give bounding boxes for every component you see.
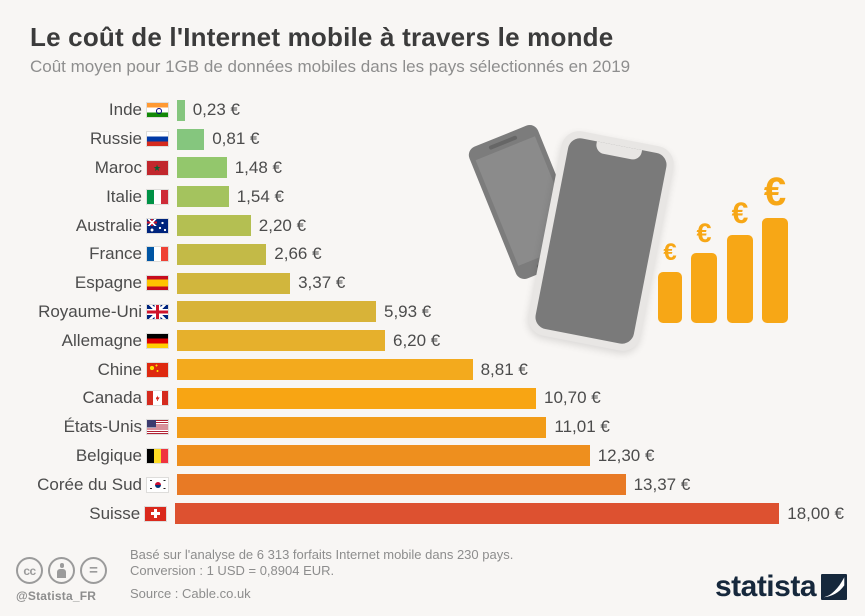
country-label: Belgique [75,445,142,465]
cc-icon: cc [16,557,43,584]
country-label: Maroc [94,157,142,177]
country-label: États-Unis [63,417,142,437]
country-label: Inde [108,100,142,120]
statista-mark-icon [821,574,847,600]
flag-icon-de [147,333,168,348]
license-icons: cc = [16,557,120,584]
bar-row: France 2,66 € [24,240,844,269]
country-label: Italie [106,186,142,206]
bar-row: Suisse 18,00 € [24,499,844,528]
value-label: 3,37 € [298,273,346,293]
note-line-1: Basé sur l'analyse de 6 313 forfaits Int… [130,547,514,562]
value-label: 0,81 € [212,129,260,149]
bar-row: Canada 10,70 € [24,384,844,413]
value-label: 1,48 € [234,157,282,177]
bar [177,243,267,265]
country-label: France [89,244,142,264]
bar [177,128,205,150]
bar [177,272,291,294]
value-label: 12,30 € [597,445,655,465]
flag-icon-ca [147,391,168,406]
bar-row: Russie 0,81 € [24,125,844,154]
flag-icon-be [147,448,168,463]
bar [175,503,780,525]
country-label: Corée du Sud [37,474,142,494]
bar [177,99,185,121]
bar [177,445,590,467]
value-label: 0,23 € [192,100,240,120]
statista-wordmark: statista [714,570,817,603]
country-label: Allemagne [61,330,142,350]
value-label: 13,37 € [633,474,691,494]
value-label: 2,66 € [274,244,322,264]
bar-row: Chine 8,81 € [24,355,844,384]
country-label: Australie [75,215,142,235]
note-line-2: Conversion : 1 USD = 0,8904 EUR. [130,563,335,578]
value-label: 6,20 € [393,330,441,350]
flag-icon-it [147,189,168,204]
value-label: 2,20 € [258,215,307,235]
source-note: Source : Cable.co.uk [130,586,251,601]
license-block: cc = @Statista_FR [16,557,120,603]
flag-icon-ch [145,506,167,521]
page-title: Le coût de l'Internet mobile à travers l… [30,22,614,52]
flag-icon-fr [147,247,168,262]
page-subtitle: Coût moyen pour 1GB de données mobiles d… [30,57,631,76]
country-label: Suisse [89,503,141,523]
bar [177,387,536,409]
twitter-handle: @Statista_FR [16,589,97,603]
bar [177,474,626,496]
bar [177,215,251,237]
bar [177,359,473,381]
bar-row: Espagne 3,37 € [24,269,844,298]
footer-notes: Basé sur l'analyse de 6 313 forfaits Int… [130,547,513,602]
value-label: 1,54 € [236,186,284,206]
country-label: Royaume-Uni [38,301,142,321]
country-label: Chine [97,359,142,379]
flag-icon-in [147,103,168,118]
value-label: 18,00 € [787,503,844,523]
bar-row: États-Unis 11,01 € [24,413,844,442]
bar-row: Inde 0,23 € [24,96,844,125]
bar-row: Royaume-Uni 5,93 € [24,298,844,327]
bar-row: Allemagne 6,20 € [24,326,844,355]
bar-row: Belgique 12,30 € [24,442,844,471]
flag-icon-au [147,218,168,233]
value-label: 10,70 € [544,388,601,408]
flag-icon-ma [147,160,168,175]
statista-logo: statista [715,570,847,604]
country-label: Canada [82,388,142,408]
value-label: 11,01 € [554,417,610,437]
attribution-icon [48,557,75,584]
flag-icon-us [147,420,168,435]
bar [177,416,547,438]
flag-icon-es [147,276,168,291]
bar [177,157,227,179]
flag-icon-kr [147,477,168,492]
person-icon [57,563,67,578]
country-label: Espagne [74,273,142,293]
bar-row: Maroc 1,48 € [24,154,844,183]
bar [177,186,229,208]
bar-row: Corée du Sud 13,37 € [24,470,844,499]
country-label: Russie [90,129,142,149]
flag-icon-ru [147,132,168,147]
flag-icon-gb [147,304,168,319]
bar-row: Italie 1,54 € [24,182,844,211]
bar [177,330,385,352]
bar-row: Australie 2,20 € [24,211,844,240]
value-label: 5,93 € [384,301,432,321]
bar-chart: Inde 0,23 € Russie 0,81 € Maroc 1,48 € Italie 1… [24,96,844,528]
equal-icon: = [80,557,107,584]
bar-rows: Inde 0,23 € Russie 0,81 € Maroc 1,48 € Italie 1… [24,96,844,528]
flag-icon-cn [147,362,168,377]
value-label: 8,81 € [480,359,528,379]
bar [177,301,376,323]
